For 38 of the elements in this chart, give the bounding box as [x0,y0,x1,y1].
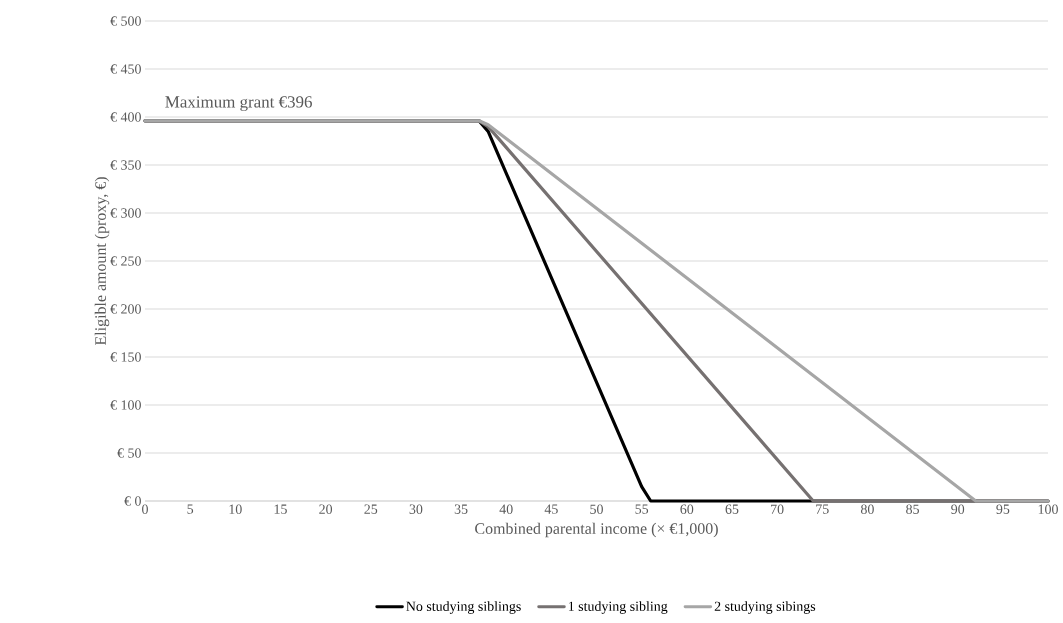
x-tick-label: 20 [319,504,333,514]
x-tick-label: 5 [187,504,194,514]
x-tick-label: 0 [142,504,148,514]
legend-label: No studying siblings [406,601,521,614]
annotation: Maximum grant €396 [165,96,312,112]
x-tick-label: 60 [680,504,694,514]
y-tick-label: € 300 [110,208,141,218]
y-tick-label: € 150 [110,352,141,362]
y-tick-label: € 250 [110,256,141,266]
x-tick-label: 80 [860,504,874,514]
x-tick-label: 35 [454,504,468,514]
x-tick-label: 15 [274,504,287,514]
legend-label: 2 studying sibings [714,601,816,614]
x-tick-label: 30 [409,504,423,514]
y-tick-label: € 400 [110,112,141,122]
x-tick-label: 75 [816,504,829,514]
x-tick-label: 100 [1038,504,1058,514]
x-tick-label: 55 [635,504,649,514]
x-tick-label: 90 [951,504,965,514]
y-tick-label: € 450 [110,64,141,74]
y-tick-label: € 500 [110,16,141,26]
x-tick-label: 45 [544,504,558,514]
legend-label: 1 studying sibling [568,601,668,614]
y-tick-label: € 0 [124,496,141,506]
x-tick-label: 50 [590,504,603,514]
y-axis-title: Eligible amount (proxy, €) [94,177,110,346]
x-tick-label: 70 [771,504,784,514]
x-axis-title: Combined parental income (× €1,000) [475,522,718,538]
x-tick-label: 95 [996,504,1010,514]
y-tick-label: € 350 [110,160,141,170]
y-tick-label: € 100 [110,400,141,410]
x-tick-label: 40 [499,504,513,514]
x-tick-label: 85 [906,504,919,514]
x-tick-label: 65 [725,504,739,514]
y-tick-label: € 200 [110,304,141,314]
x-tick-label: 25 [364,504,378,514]
x-tick-label: 10 [229,504,242,514]
y-tick-label: € 50 [117,448,141,458]
